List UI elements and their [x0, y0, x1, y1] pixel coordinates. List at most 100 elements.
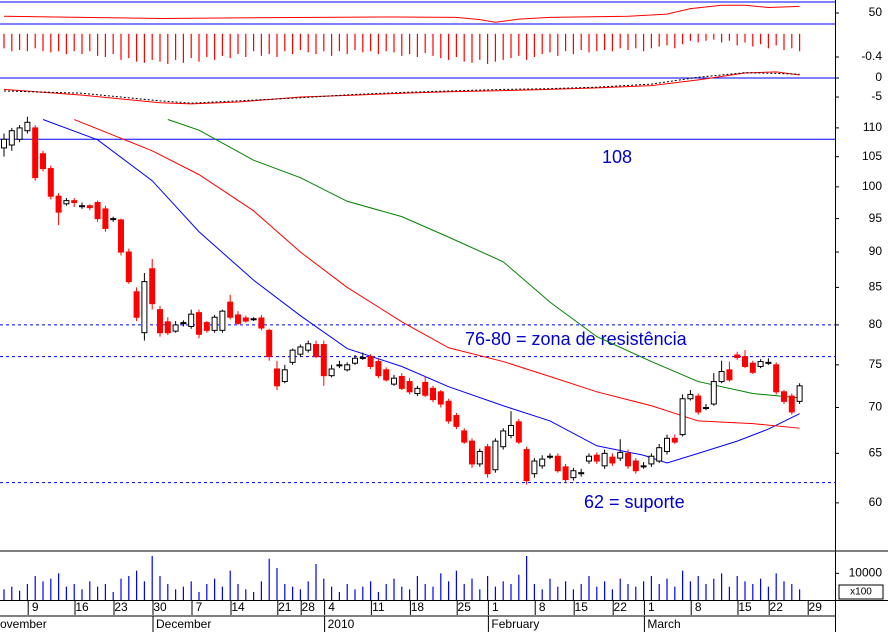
candle-body	[196, 312, 202, 335]
candle-body	[86, 205, 93, 209]
macd-line	[3, 71, 800, 105]
candle-body	[141, 281, 148, 334]
candle-body	[726, 369, 733, 381]
y-tick-label: 90	[869, 244, 883, 258]
x-tick-label: 8	[695, 600, 702, 614]
candle-body	[188, 313, 195, 327]
candle-body	[406, 381, 413, 393]
candle-body	[219, 310, 226, 331]
candle-body	[414, 387, 421, 395]
candle-body	[710, 381, 717, 405]
candle-body	[625, 452, 631, 467]
candle-body	[110, 218, 117, 221]
candle-body	[453, 415, 460, 427]
candle-body	[601, 452, 608, 467]
candle-body	[742, 356, 748, 367]
month-label: March	[647, 617, 680, 631]
annotation: 108	[602, 147, 632, 167]
candle-body	[281, 369, 288, 383]
candle-body	[149, 268, 156, 305]
candle-body	[125, 251, 132, 283]
candle-body	[32, 127, 39, 179]
x-tick-label: 22	[614, 600, 628, 614]
candle-body	[391, 377, 397, 385]
candle-body	[593, 454, 600, 462]
candle-body	[679, 398, 686, 436]
candle-body	[336, 364, 343, 367]
candle-body	[102, 208, 109, 229]
candle-body	[227, 301, 234, 318]
y-tick-label: 60	[869, 495, 883, 509]
y-tick-label: 50	[869, 5, 883, 19]
annotation: 76-80 = zona de resistência	[465, 329, 688, 349]
candle-body	[648, 455, 655, 465]
candle-body	[781, 391, 787, 402]
candle-body	[656, 447, 663, 462]
candle-body	[164, 321, 171, 334]
annotation: 62 = suporte	[584, 492, 685, 512]
y-tick-label: -5	[871, 89, 882, 103]
macd-line	[3, 72, 800, 104]
candle-body	[773, 364, 780, 393]
y-tick-label: 75	[869, 357, 883, 371]
candle-body	[632, 460, 639, 472]
volume-unit: x100	[850, 587, 872, 598]
candle-body	[664, 437, 670, 452]
y-tick-label: 110	[863, 120, 882, 134]
y-tick-label: 65	[869, 446, 883, 460]
candle-body	[375, 361, 382, 377]
candle-body	[445, 400, 452, 422]
candle-body	[289, 349, 296, 363]
candle-body	[328, 368, 335, 377]
month-label: December	[156, 617, 211, 631]
candle-body	[24, 121, 31, 132]
candle-body	[40, 153, 46, 170]
candle-body	[671, 437, 678, 443]
candle-body	[211, 316, 218, 331]
candle-body	[437, 391, 444, 405]
x-tick-label: 9	[32, 600, 39, 614]
candle-body	[266, 329, 273, 358]
candle-body	[749, 362, 756, 373]
candle-body	[203, 322, 210, 331]
candle-body	[313, 344, 319, 358]
candle-body	[765, 361, 772, 364]
x-tick-label: 14	[231, 600, 245, 614]
unit-box	[838, 584, 884, 600]
candle-body	[796, 385, 803, 402]
y-tick-label: 95	[869, 211, 883, 225]
candle-body	[180, 322, 187, 325]
candle-body	[515, 421, 522, 443]
candle-body	[383, 369, 390, 381]
y-tick-label: -0.4	[861, 49, 882, 63]
candle-body	[157, 309, 163, 334]
oscillator-line	[3, 4, 800, 23]
candle-body	[531, 460, 538, 475]
candle-body	[703, 407, 709, 410]
candle-body	[47, 168, 54, 197]
candle-body	[71, 200, 78, 204]
x-tick-label: 18	[411, 600, 425, 614]
candle-body	[250, 318, 257, 321]
y-tick-label: 0	[875, 70, 882, 84]
candle-body	[476, 450, 483, 465]
x-tick-label: 28	[302, 600, 316, 614]
candle-body	[469, 440, 475, 465]
candle-body	[367, 356, 374, 367]
candle-body	[118, 219, 124, 253]
candle-body	[172, 324, 179, 332]
candle-body	[547, 455, 553, 458]
candle-body	[687, 393, 694, 400]
x-tick-label: 22	[770, 600, 784, 614]
candle-body	[500, 430, 507, 448]
candle-body	[8, 130, 15, 146]
x-tick-label: 1	[648, 600, 655, 614]
candle-body	[562, 466, 569, 481]
x-tick-label: 16	[75, 600, 89, 614]
candle-body	[554, 455, 561, 472]
candle-body	[492, 440, 499, 471]
candle-body	[430, 387, 436, 401]
candle-body	[352, 357, 358, 364]
